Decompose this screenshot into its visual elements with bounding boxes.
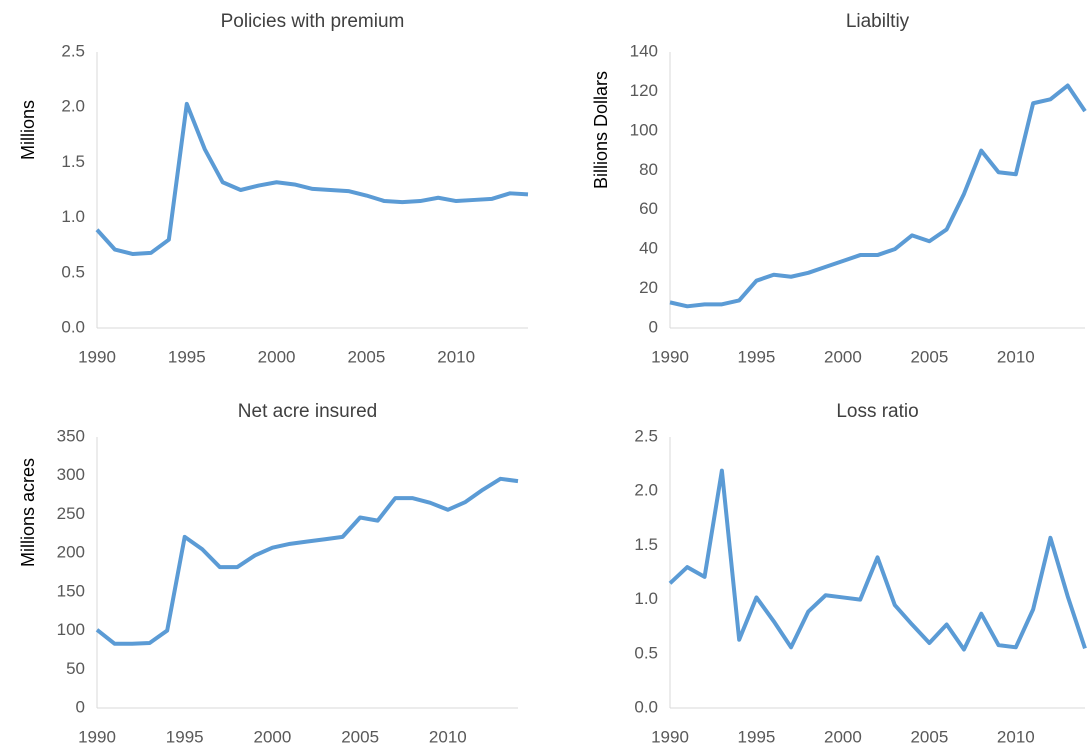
- y-tick-label: 0.5: [61, 262, 85, 281]
- y-tick-label: 80: [639, 160, 658, 179]
- x-tick-label: 2005: [910, 727, 948, 746]
- x-tick-label: 2000: [254, 727, 292, 746]
- y-tick-label: 0: [76, 697, 85, 716]
- data-line: [669, 83, 1087, 309]
- y-tick-label: 2.5: [634, 426, 658, 445]
- x-tick-label: 2000: [258, 347, 296, 366]
- x-tick-label: 1990: [651, 347, 689, 366]
- y-axis-label: Millions: [18, 100, 38, 160]
- y-tick-label: 250: [57, 504, 85, 523]
- x-tick-label: 2010: [437, 347, 475, 366]
- chart-title: Policies with premium: [221, 11, 405, 32]
- y-tick-label: 0.0: [634, 697, 658, 716]
- x-tick-label: 1990: [78, 727, 116, 746]
- x-tick-label: 2005: [347, 347, 385, 366]
- chart-title: Loss ratio: [836, 401, 918, 422]
- data-line: [95, 101, 529, 257]
- y-tick-label: 0: [649, 317, 658, 336]
- y-tick-label: 0.0: [61, 317, 85, 336]
- y-tick-label: 2.0: [61, 97, 85, 116]
- y-tick-label: 1.0: [61, 207, 85, 226]
- y-tick-label: 1.5: [61, 152, 85, 171]
- x-tick-label: 2005: [341, 727, 379, 746]
- y-tick-label: 100: [57, 620, 85, 639]
- chart-title: Liabiltiy: [846, 11, 910, 32]
- x-tick-label: 1995: [168, 347, 206, 366]
- x-tick-label: 2010: [997, 347, 1035, 366]
- y-tick-label: 2.0: [634, 481, 658, 500]
- data-line: [668, 468, 1087, 652]
- y-tick-label: 1.5: [634, 535, 658, 554]
- x-tick-label: 1990: [78, 347, 116, 366]
- y-tick-label: 120: [630, 81, 658, 100]
- x-tick-label: 2005: [910, 347, 948, 366]
- y-tick-label: 40: [639, 239, 658, 258]
- y-tick-label: 50: [66, 659, 85, 678]
- data-line: [95, 476, 519, 646]
- y-tick-label: 20: [639, 278, 658, 297]
- x-tick-label: 2000: [824, 727, 862, 746]
- y-axis-label: Billions Dollars: [591, 71, 611, 189]
- x-tick-label: 1995: [738, 727, 776, 746]
- x-tick-label: 1995: [738, 347, 776, 366]
- x-tick-label: 2010: [997, 727, 1035, 746]
- x-tick-label: 2010: [429, 727, 467, 746]
- y-tick-label: 60: [639, 199, 658, 218]
- y-tick-label: 0.5: [634, 643, 658, 662]
- y-tick-label: 1.0: [634, 589, 658, 608]
- chart-title: Net acre insured: [238, 401, 377, 422]
- y-tick-label: 140: [630, 41, 658, 60]
- y-tick-label: 350: [57, 426, 85, 445]
- x-tick-label: 1990: [651, 727, 689, 746]
- y-tick-label: 300: [57, 465, 85, 484]
- y-tick-label: 150: [57, 581, 85, 600]
- x-tick-label: 1995: [166, 727, 204, 746]
- y-axis-label: Millions acres: [18, 458, 38, 567]
- x-tick-label: 2000: [824, 347, 862, 366]
- y-tick-label: 100: [630, 120, 658, 139]
- y-tick-label: 2.5: [61, 41, 85, 60]
- y-tick-label: 200: [57, 543, 85, 562]
